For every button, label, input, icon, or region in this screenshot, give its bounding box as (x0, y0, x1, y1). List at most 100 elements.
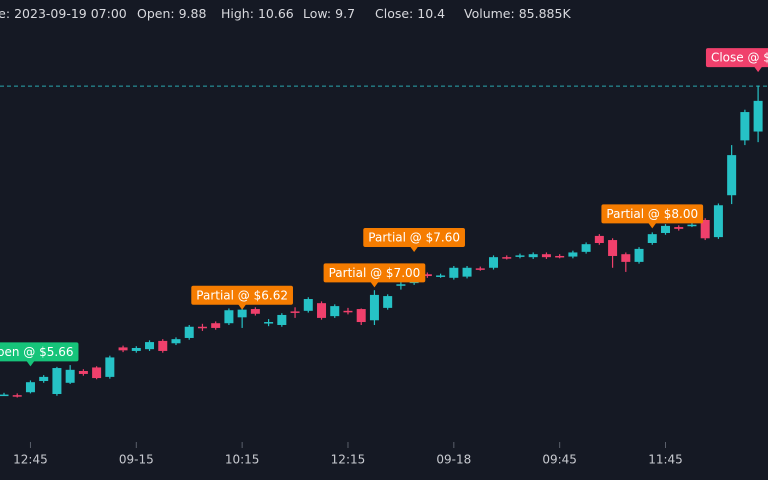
x-tick-label: 12:15 (331, 453, 366, 467)
trade-marker-box (323, 263, 426, 283)
candle-body (145, 342, 155, 350)
candle-body (290, 311, 300, 313)
candle-body (12, 395, 22, 397)
trade-marker: Partial @ $8.00 (601, 204, 704, 229)
header-value: 10.4 (417, 6, 445, 21)
candle-body (184, 326, 194, 338)
candle-body (555, 255, 565, 258)
candle-body (647, 234, 657, 244)
candle-body (634, 248, 644, 262)
trade-marker-box (191, 285, 293, 305)
header-value: 9.7 (335, 6, 355, 21)
trade-marker-label: Close @ $10.65 (711, 51, 768, 65)
header-label: High: (221, 6, 254, 21)
candle-body (250, 309, 260, 314)
candle-body (78, 370, 88, 374)
trade-marker-label: Open @ $5.66 (0, 345, 73, 359)
trade-marker-arrow (754, 66, 763, 73)
x-tick-label: 09-18 (436, 453, 471, 467)
candle-body (700, 220, 710, 239)
candle-body (608, 240, 618, 256)
candle-body (713, 205, 723, 238)
trade-marker: Close @ $10.65 (705, 48, 768, 73)
trade-marker-label: Partial @ $6.62 (196, 288, 288, 302)
candle-body (369, 294, 379, 321)
trade-marker: Partial @ $7.60 (363, 228, 465, 253)
candle-body (581, 244, 591, 252)
header-value: 2023-09-19 07:00 (14, 6, 127, 21)
header-value: 85.885K (519, 6, 572, 21)
x-tick-label: 09:45 (542, 453, 577, 467)
candle-body (687, 224, 697, 227)
x-tick-label: 10:15 (225, 453, 260, 467)
candle-body (131, 347, 141, 351)
candle-body (65, 369, 75, 383)
candle-body (383, 296, 393, 308)
candle-body (356, 309, 366, 323)
header-field: High: 10.66 (221, 6, 294, 21)
candle-body (740, 112, 750, 141)
candle-body (343, 310, 353, 313)
candle-body (621, 254, 631, 262)
candle-body (661, 225, 670, 233)
trade-marker-box (705, 48, 768, 68)
header-label: Close: (375, 6, 413, 21)
trade-marker-arrow (26, 360, 35, 367)
trade-marker-box (601, 204, 704, 224)
candle-body (528, 254, 538, 258)
candle-body (118, 347, 128, 351)
header-value: 10.66 (258, 6, 294, 21)
trade-marker-arrow (238, 304, 247, 310)
header-field: Volume: 85.885K (464, 6, 571, 21)
header-label: Low: (303, 6, 331, 21)
header-field: Date: 2023-09-19 07:00 (0, 6, 127, 21)
candle-body (475, 268, 485, 270)
trade-marker-arrow (370, 281, 379, 288)
candle-body (277, 314, 287, 325)
candle-body (105, 357, 115, 377)
header-field: Low: 9.7 (303, 6, 355, 21)
trade-marker-arrow (648, 222, 657, 229)
candle-body (39, 376, 49, 382)
candle-body (237, 309, 247, 318)
candle-body (211, 323, 221, 328)
candle-body (303, 299, 313, 311)
trade-marker-arrow (410, 246, 419, 253)
trade-marker: Open @ $5.66 (0, 342, 79, 367)
trade-marker-label: Partial @ $8.00 (606, 207, 698, 221)
trade-marker-label: Partial @ $7.60 (368, 231, 460, 245)
candle-body (594, 235, 604, 244)
header-value: 9.88 (179, 6, 207, 21)
candle-body (449, 267, 459, 278)
trade-marker: Partial @ $6.62 (191, 285, 293, 310)
trade-marker-box (363, 228, 465, 248)
trade-marker-label: Partial @ $7.00 (329, 266, 421, 280)
candle-body (502, 257, 512, 259)
candle-body (462, 267, 472, 277)
candle-body (52, 368, 62, 394)
candle-body (753, 100, 763, 132)
trade-marker: Partial @ $7.00 (323, 263, 426, 288)
x-tick-label: 12:45 (13, 453, 48, 467)
candle-body (422, 274, 432, 277)
candle-body (436, 275, 446, 277)
candle-body (489, 257, 499, 268)
x-tick-label: 09-15 (119, 453, 154, 467)
ohlc-header: Date: 2023-09-19 07:00 Open: 9.88 High: 10.66… (0, 6, 571, 21)
candle-body (92, 367, 102, 379)
candle-body (541, 254, 551, 258)
candle-body (396, 284, 406, 286)
candle-body (224, 310, 234, 324)
candle-body (0, 394, 9, 397)
candle-body (727, 155, 737, 196)
candle-body (25, 382, 35, 393)
trade-marker-box (0, 342, 79, 362)
header-label: Volume: (464, 6, 515, 21)
header-label: Date: (0, 6, 10, 21)
header-field: Open: 9.88 (137, 6, 206, 21)
candle-body (197, 326, 207, 329)
candle-body (317, 303, 327, 318)
candle-body (515, 255, 525, 257)
candle-body (330, 306, 340, 317)
